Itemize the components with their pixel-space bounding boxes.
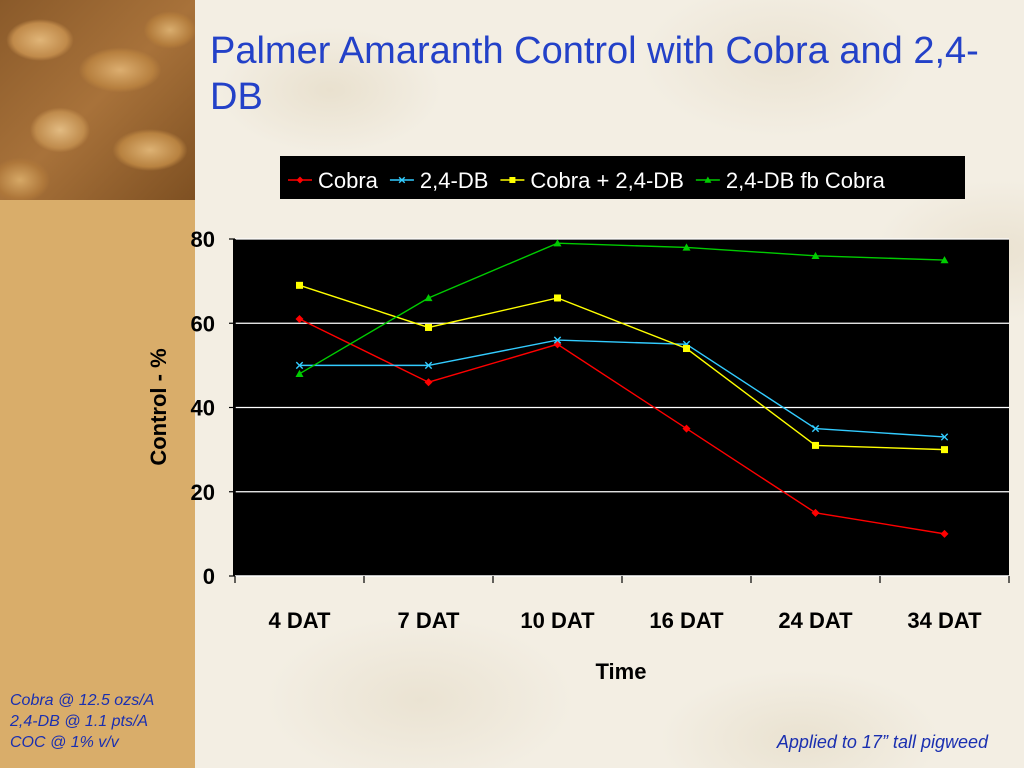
footnote: Applied to 17” tall pigweed [776,732,988,752]
y-tick-label: 80 [191,227,215,252]
data-point [940,433,949,441]
x-tick-label: 7 DAT [398,608,460,633]
legend-marker [704,176,712,183]
data-point [424,378,433,387]
data-point [940,529,949,538]
data-point [295,361,304,370]
data-point [554,294,561,302]
data-point [941,446,948,454]
data-point [424,361,433,370]
data-point [812,441,819,449]
legend-entry: 2,4-DB [389,168,488,193]
x-tick-label: 24 DAT [778,608,853,633]
note-line: COC @ 1% v/v [10,734,119,751]
note-line: 2,4-DB @ 1.1 pts/A [10,713,149,730]
x-tick-label: 16 DAT [649,608,724,633]
side-panel [0,200,195,768]
x-tick-label: 10 DAT [520,608,595,633]
data-point [811,424,820,433]
legend-label: 2,4-DB fb Cobra [726,168,886,193]
legend-entry: Cobra + 2,4-DB [500,168,684,193]
legend-label: Cobra + 2,4-DB [530,168,683,193]
data-point [682,243,691,251]
note-line: Cobra @ 12.5 ozs/A [10,692,155,709]
data-point [295,369,304,377]
y-tick-label: 20 [191,480,215,505]
y-axis-label: Control - % [146,348,171,465]
data-point [296,281,303,289]
y-tick-label: 0 [203,564,215,589]
legend-marker [398,176,406,184]
data-point [683,345,690,353]
chart-legend: Cobra 2,4-DB Cobra + 2,4-DB 2,4-DB fb Cobra [280,156,965,199]
data-point [425,323,432,331]
legend-marker [296,176,304,184]
x-tick-label: 4 DAT [269,608,331,633]
data-point [811,508,820,517]
series-line [299,284,945,451]
legend-label: 2,4-DB [420,168,488,193]
data-point [295,315,304,324]
application-notes: Cobra @ 12.5 ozs/A 2,4-DB @ 1.1 pts/A CO… [10,690,190,753]
series-line [299,242,945,375]
x-axis-label: Time [596,659,647,684]
data-point [424,293,433,302]
data-point [553,239,562,247]
series-line [299,339,945,438]
data-point [940,256,949,264]
legend-entry: 2,4-DB fb Cobra [695,168,886,193]
data-point [553,336,562,344]
data-point [811,251,820,260]
legend-label: Cobra [318,168,379,193]
data-point [682,424,691,433]
y-tick-label: 40 [191,396,215,421]
y-tick-label: 60 [191,311,215,336]
series-line [299,318,945,535]
slide-title: Palmer Amaranth Control with Cobra and 2… [210,30,979,118]
legend-marker [509,177,516,183]
x-tick-label: 34 DAT [907,608,982,633]
peanut-photo [0,0,195,200]
legend-entry: Cobra [288,168,379,193]
